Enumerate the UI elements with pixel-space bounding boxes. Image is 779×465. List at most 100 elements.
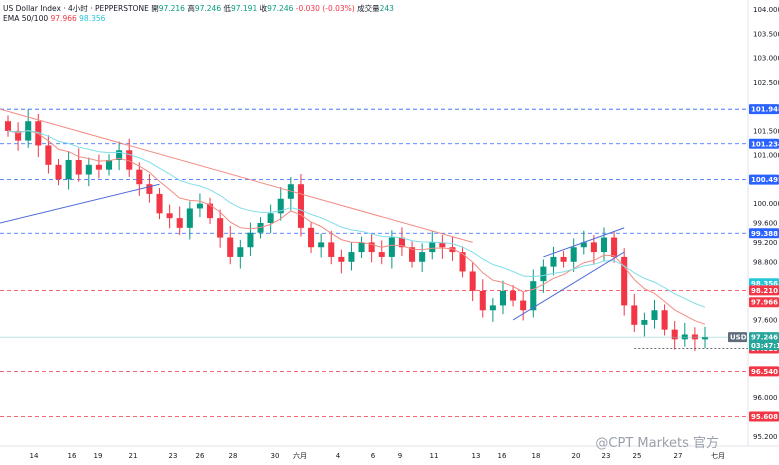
volume-value: 243 [379, 4, 394, 13]
ema50-value: 97.966 [50, 14, 77, 23]
candle-body [166, 213, 173, 219]
y-tick-label: 101.500 [753, 127, 779, 135]
candle-body [439, 242, 446, 248]
high-value: 97.246 [194, 4, 222, 13]
candle-body [550, 256, 557, 267]
candle-body [368, 242, 375, 253]
symbol-tag-label: USDX [730, 334, 753, 342]
x-tick-label: 28 [229, 452, 238, 460]
candle-body [206, 203, 214, 219]
last-price-tag [749, 332, 779, 351]
candle-body [156, 193, 163, 214]
y-tick-label: 98.800 [753, 258, 778, 266]
candle-body [499, 290, 507, 306]
price-tag-label: 97.966 [751, 299, 778, 307]
candle-body [297, 184, 304, 228]
candle-body [651, 310, 658, 320]
y-tick-label: 101.000 [753, 152, 779, 160]
price-tag-label: 95.608 [751, 413, 778, 421]
x-tick-label: 14 [30, 452, 39, 460]
candle-body [348, 252, 355, 262]
last-price-label: 97.246 [751, 334, 778, 342]
candle-body [590, 242, 597, 253]
high-label: 高 [187, 4, 195, 13]
x-tick-label: 6 [371, 452, 376, 460]
price-tag-label: 101.234 [751, 140, 779, 148]
price-tag [749, 104, 779, 115]
x-tick-label: 七月 [711, 451, 725, 460]
countdown-label: 03:47:12 [751, 342, 779, 350]
low-label: 低 [223, 4, 231, 13]
candle-body [641, 319, 648, 325]
y-tick-label: 95.200 [753, 433, 778, 441]
symbol-title: US Dollar Index · 4小时 · PEPPERSTONE [3, 4, 149, 13]
candle-body [338, 256, 345, 262]
price-tag-label: 100.495 [751, 176, 779, 184]
price-tag [749, 228, 779, 239]
candle-body [116, 150, 123, 160]
x-tick-label: 13 [472, 452, 481, 460]
candle-body [661, 310, 668, 330]
candle-body [358, 242, 365, 253]
candle-body [136, 169, 143, 185]
candle-body [318, 242, 325, 248]
candle-body [277, 198, 284, 214]
candle-body [227, 237, 234, 257]
down-trendline [0, 108, 473, 243]
price-tag-label: 101.948 [751, 106, 779, 114]
channel-upper-line [543, 227, 625, 258]
candle-body [530, 281, 537, 311]
symbol-tag [728, 332, 747, 343]
y-tick-label: 99.200 [753, 239, 778, 247]
candle-body [611, 237, 618, 257]
candle-body [671, 329, 678, 340]
x-tick-label: 30 [271, 452, 280, 460]
candle-body [388, 237, 395, 257]
support-trendline [0, 183, 160, 224]
x-tick-label: 19 [94, 452, 103, 460]
y-tick-label: 104.000 [753, 6, 779, 14]
x-tick-label: 25 [633, 452, 642, 460]
candle-body [701, 336, 709, 340]
x-tick-label: 20 [572, 452, 581, 460]
candle-body [75, 159, 82, 175]
price-tag [749, 366, 779, 377]
candle-body [409, 247, 416, 262]
x-tick-label: 21 [129, 452, 138, 460]
x-tick-label: 9 [398, 452, 402, 460]
candle-body [631, 305, 638, 325]
candle-body [85, 164, 92, 175]
ema100-value: 98.356 [79, 14, 106, 23]
candle-body [510, 290, 517, 301]
y-tick-label: 99.600 [753, 220, 778, 228]
price-tag [749, 297, 779, 308]
price-tag-label: 96.540 [751, 368, 778, 376]
candle-body [570, 247, 577, 262]
y-tick-label: 97.600 [753, 316, 778, 324]
candle-body [65, 159, 72, 180]
candle-body [540, 266, 547, 282]
x-tick-label: 4 [336, 452, 341, 460]
candle-body [55, 164, 62, 180]
candle-body [237, 247, 244, 257]
ema100-line [7, 130, 706, 308]
candle-body [600, 237, 608, 253]
ema-legend[interactable]: EMA 50/100 97.966 98.356 [3, 14, 105, 23]
price-tag-label: 98.210 [751, 287, 778, 295]
volume-label: 成交量 [357, 4, 380, 13]
watermark: @CPT Markets 官方 [595, 436, 719, 451]
candle-body [459, 252, 466, 272]
candle-body [146, 184, 153, 194]
y-tick-label: 103.500 [753, 30, 779, 38]
ema50-line [7, 129, 706, 325]
candle-body [429, 242, 436, 253]
candle-body [15, 130, 22, 141]
price-tag-label: 99.388 [751, 230, 778, 238]
candle-body [419, 252, 426, 262]
ema-label: EMA 50/100 [3, 14, 49, 23]
candle-body [489, 305, 496, 311]
candle-body [621, 256, 628, 306]
x-tick-label: 27 [674, 452, 683, 460]
